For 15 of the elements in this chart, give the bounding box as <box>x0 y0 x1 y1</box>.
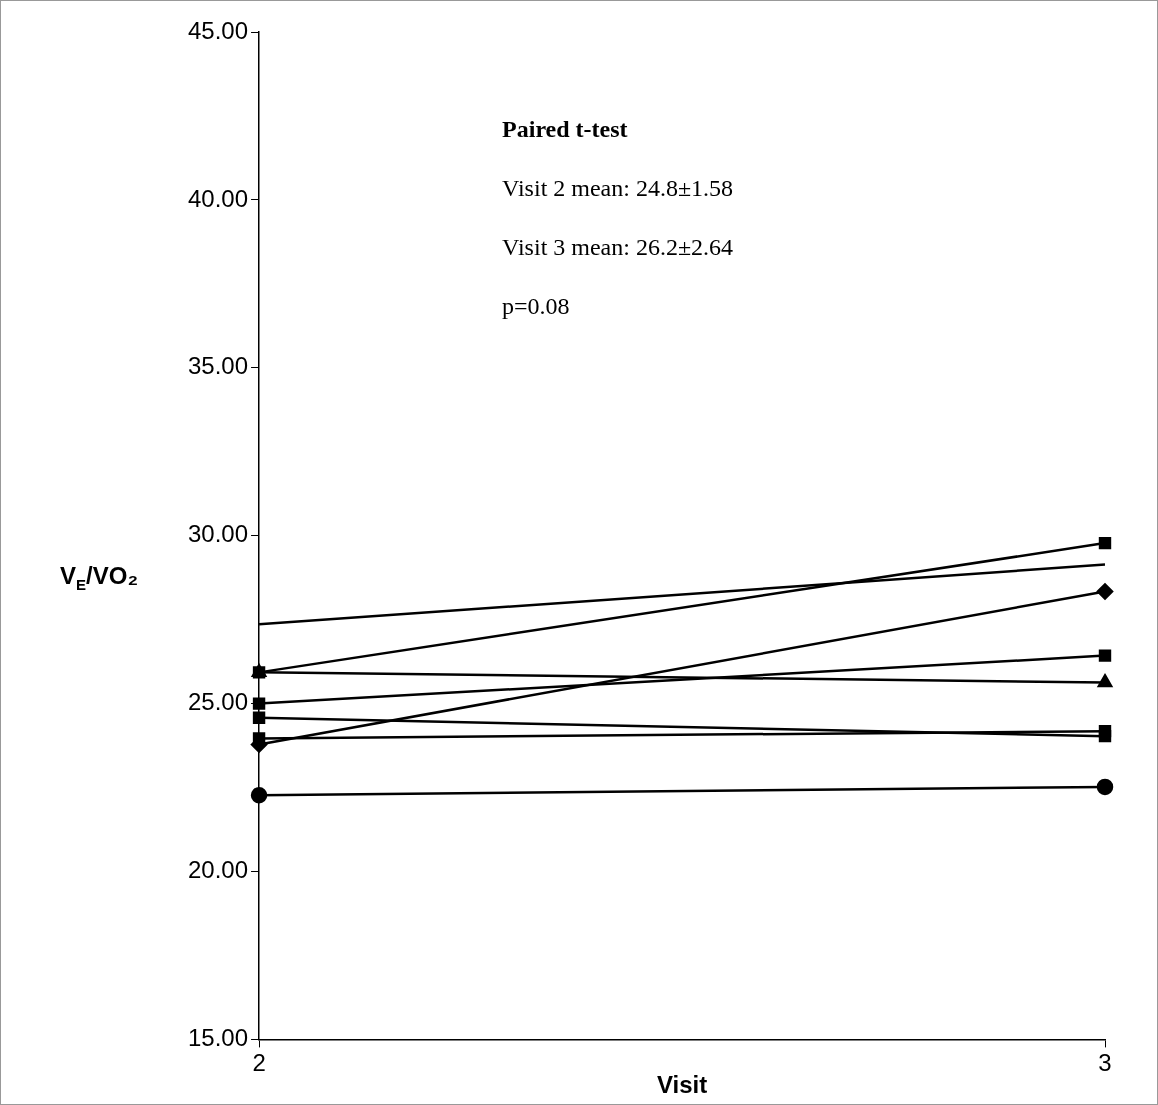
x-axis-title: Visit <box>656 1071 708 1099</box>
y-tick-label: 30.00 <box>188 520 249 548</box>
y-tick-label: 35.00 <box>188 352 249 380</box>
annotation: p=0.08 <box>502 293 570 320</box>
annotation: Paired t-test <box>502 116 628 143</box>
y-tick-label: 45.00 <box>188 16 249 44</box>
y-axis-title: V$_{E}$/VO₂ <box>60 562 139 593</box>
x-tick-label: 3 <box>1098 1049 1112 1077</box>
y-tick-label: 15.00 <box>188 1024 249 1052</box>
x-tick-label: 2 <box>252 1049 266 1077</box>
annotation: Visit 3 mean: 26.2±2.64 <box>502 234 734 261</box>
y-tick-label: 40.00 <box>188 184 249 212</box>
y-tick-label: 25.00 <box>188 688 249 716</box>
y-tick-label: 20.00 <box>188 856 249 884</box>
annotation: Visit 2 mean: 24.8±1.58 <box>502 175 734 202</box>
